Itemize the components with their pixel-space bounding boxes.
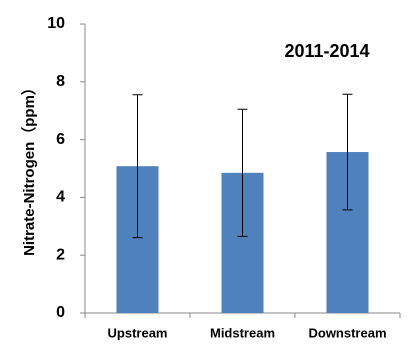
x-tick-label: Upstream [108, 325, 168, 340]
error-bar [132, 94, 143, 239]
x-tick-label: Downstream [308, 325, 386, 340]
error-bar [237, 108, 248, 237]
y-tick-label: 2 [56, 246, 65, 263]
y-tick-label: 10 [47, 15, 65, 32]
error-bar [342, 93, 353, 211]
annotation: 2011-2014 [284, 41, 369, 61]
y-tick-label: 0 [56, 304, 65, 321]
y-axis-label: Nitrate-Nitrogen（ppm） [20, 80, 38, 256]
y-tick-label: 8 [56, 73, 65, 90]
y-tick-label: 4 [56, 189, 65, 206]
y-tick-label: 6 [56, 131, 65, 148]
x-tick-label: Midstream [210, 325, 275, 340]
